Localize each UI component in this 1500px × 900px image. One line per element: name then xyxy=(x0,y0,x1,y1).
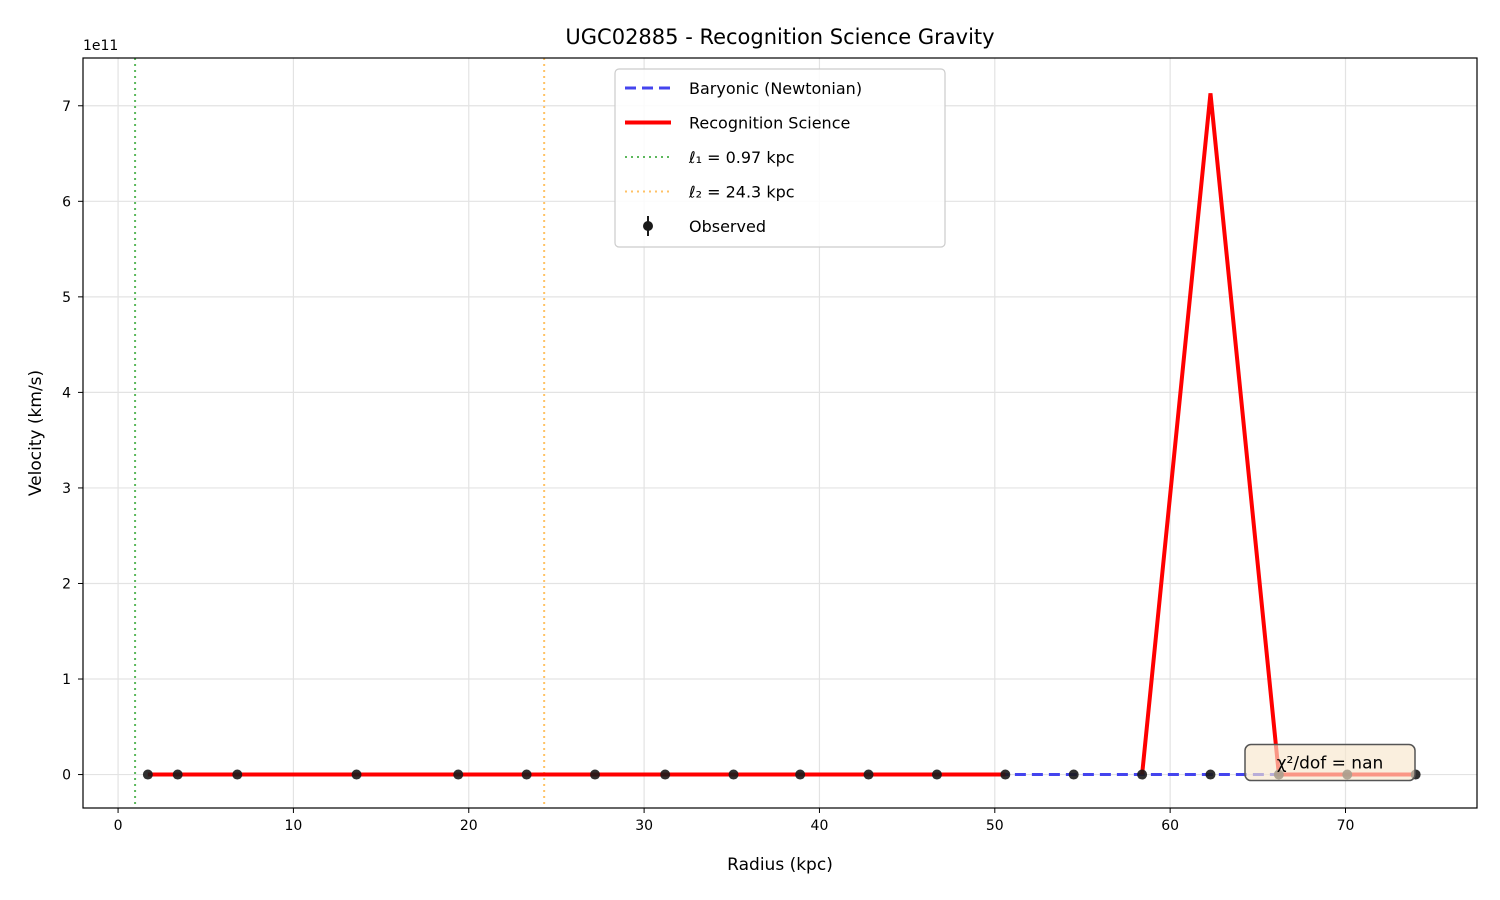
y-tick-label: 2 xyxy=(62,576,71,592)
x-tick-label: 70 xyxy=(1337,818,1355,834)
observed-point xyxy=(728,769,739,780)
reference-lines xyxy=(134,58,546,808)
legend-label: Recognition Science xyxy=(689,114,850,133)
legend-label: ℓ₂ = 24.3 kpc xyxy=(688,183,795,202)
plot-area-frame xyxy=(82,57,1478,809)
observed-point xyxy=(351,769,362,780)
observed-point xyxy=(1000,769,1011,780)
observed-point xyxy=(863,769,874,780)
observed-point xyxy=(1205,769,1216,780)
observed-point xyxy=(590,769,601,780)
x-axis-ticks: 0 10 20 30 40 50 60 70 xyxy=(114,808,1355,834)
y-axis-title: Velocity (km/s) xyxy=(26,370,46,496)
chi2-box xyxy=(1244,743,1416,782)
chi2-annotation: χ²/dof = nan xyxy=(1244,743,1416,782)
x-tick-label: 50 xyxy=(986,818,1004,834)
observed-point xyxy=(1137,769,1148,780)
chart-title: UGC02885 - Recognition Science Gravity xyxy=(565,25,994,49)
observed-point xyxy=(660,769,671,780)
legend-entry: Observed xyxy=(643,216,766,236)
legend-entry: Recognition Science xyxy=(625,114,850,133)
x-tick-label: 30 xyxy=(635,818,653,834)
observed-point xyxy=(453,769,464,780)
y-tick-label: 5 xyxy=(62,290,71,306)
y-tick-label: 6 xyxy=(62,194,71,210)
observed-point xyxy=(931,769,942,780)
x-tick-label: 0 xyxy=(114,818,123,834)
x-tick-label: 20 xyxy=(460,818,478,834)
y-offset-label: 1e11 xyxy=(83,38,118,54)
observed-point xyxy=(232,769,243,780)
y-tick-label: 3 xyxy=(62,481,71,497)
chi2-text: χ²/dof = nan xyxy=(1277,754,1384,774)
legend: Baryonic (Newtonian) Recognition Science ℓ… xyxy=(614,68,946,248)
observed-point xyxy=(172,769,183,780)
x-tick-label: 10 xyxy=(285,818,303,834)
legend-entry: Baryonic (Newtonian) xyxy=(625,79,862,98)
legend-entry: ℓ₂ = 24.3 kpc xyxy=(625,183,795,202)
y-tick-label: 1 xyxy=(62,672,71,688)
observed-point xyxy=(1068,769,1079,780)
legend-marker xyxy=(643,221,653,231)
y-tick-label: 0 xyxy=(62,768,71,784)
legend-label: Observed xyxy=(689,217,766,236)
legend-label: Baryonic (Newtonian) xyxy=(689,79,862,98)
x-tick-label: 40 xyxy=(811,818,829,834)
y-tick-label: 7 xyxy=(62,99,71,115)
legend-box xyxy=(614,68,946,248)
legend-entry: ℓ₁ = 0.97 kpc xyxy=(625,148,795,167)
x-axis-title: Radius (kpc) xyxy=(727,855,833,875)
y-tick-label: 4 xyxy=(62,385,71,401)
observed-point xyxy=(795,769,806,780)
observed-point xyxy=(142,769,153,780)
x-tick-label: 60 xyxy=(1161,818,1179,834)
observed-point xyxy=(521,769,532,780)
y-axis-ticks: 0 1 2 3 4 5 6 7 xyxy=(62,99,83,784)
legend-label: ℓ₁ = 0.97 kpc xyxy=(688,148,795,167)
